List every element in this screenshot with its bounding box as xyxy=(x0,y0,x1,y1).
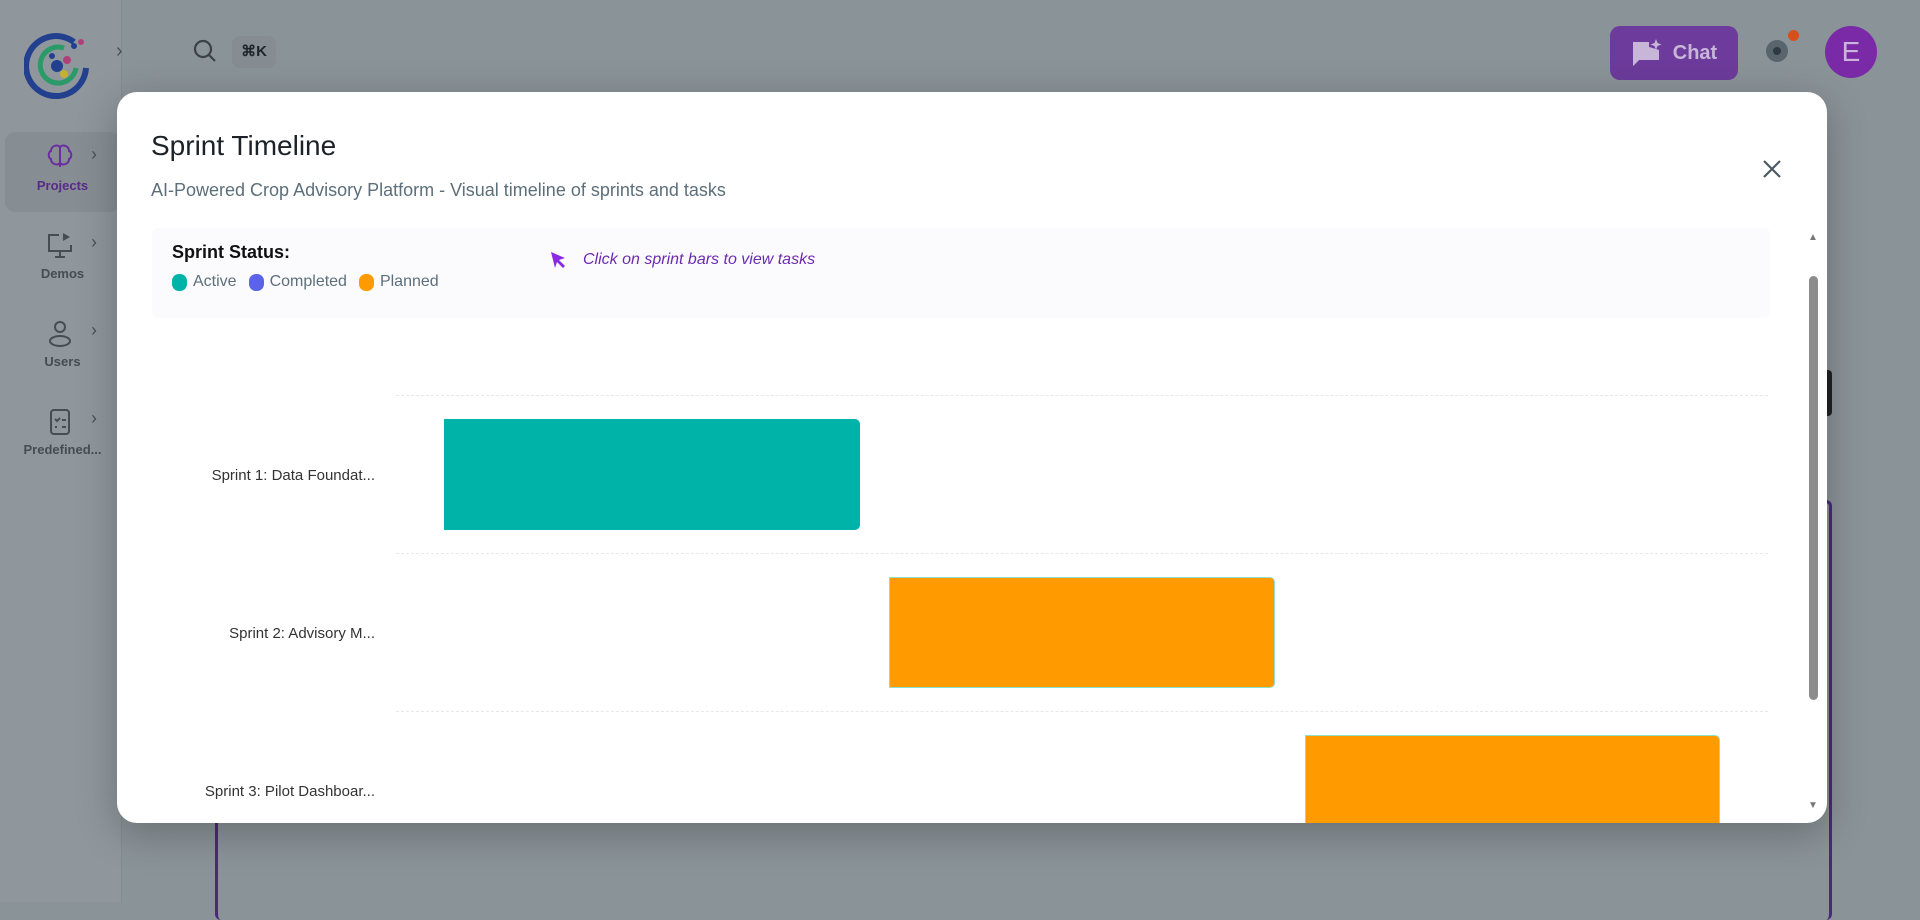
sidebar-item-label: Predefined... xyxy=(23,442,102,457)
gear-icon[interactable] xyxy=(1760,34,1794,68)
chat-sparkle-icon xyxy=(1632,39,1662,66)
sidebar-expand-chevron-icon[interactable]: › xyxy=(116,40,123,62)
legend-item-planned: Planned xyxy=(358,273,439,291)
sprint-label: Sprint 1: Data Foundat... xyxy=(211,467,375,484)
chat-button[interactable]: Chat xyxy=(1610,26,1738,80)
chevron-right-icon: › xyxy=(91,320,97,340)
sidebar: › › Projects › Demos › Users › Predefine… xyxy=(0,0,123,902)
close-icon[interactable] xyxy=(1757,154,1787,184)
gridline xyxy=(396,395,1768,396)
gridline xyxy=(396,553,1768,554)
sidebar-item-predefined[interactable]: › Predefined... xyxy=(5,396,120,476)
search-shortcut-badge[interactable]: ⌘K xyxy=(232,36,276,68)
sidebar-item-label: Users xyxy=(44,354,81,369)
sidebar-item-users[interactable]: › Users xyxy=(5,308,120,388)
sidebar-item-label: Demos xyxy=(40,266,85,281)
modal-subtitle: AI-Powered Crop Advisory Platform - Visu… xyxy=(151,180,726,200)
notification-dot xyxy=(1788,30,1799,41)
legend-item-active: Active xyxy=(172,273,237,291)
search-icon[interactable] xyxy=(192,38,218,64)
sprint-label: Sprint 2: Advisory M... xyxy=(229,625,375,642)
gridline xyxy=(396,711,1768,712)
legend-title: Sprint Status: xyxy=(172,242,291,262)
legend-item-completed: Completed xyxy=(248,273,347,291)
cursor-pointer-icon xyxy=(551,252,565,268)
scroll-up-icon[interactable]: ▲ xyxy=(1808,232,1818,243)
sprint-bar[interactable] xyxy=(1305,735,1720,823)
sidebar-item-demos[interactable]: › Demos xyxy=(5,220,120,300)
brain-icon xyxy=(47,144,73,167)
sprint-status-legend: Sprint Status: Active Completed Planned … xyxy=(152,228,1770,318)
chat-button-label: Chat xyxy=(1672,41,1718,64)
scrollbar[interactable]: ▲ ▼ xyxy=(1806,228,1820,818)
sprint-label: Sprint 3: Pilot Dashboar... xyxy=(204,783,375,800)
sidebar-item-label: Projects xyxy=(36,178,89,193)
hint: Click on sprint bars to view tasks xyxy=(549,250,815,270)
sidebar-item-projects[interactable]: › Projects xyxy=(5,132,120,212)
avatar[interactable]: E xyxy=(1825,26,1877,78)
chevron-right-icon: › xyxy=(91,408,97,428)
clipboard-list-icon xyxy=(50,409,70,435)
sprint-bar[interactable] xyxy=(444,419,860,530)
chevron-right-icon: › xyxy=(91,144,97,164)
modal-title: Sprint Timeline xyxy=(151,130,337,161)
user-icon xyxy=(49,321,71,347)
sprint-timeline-modal: Sprint Timeline AI-Powered Crop Advisory… xyxy=(117,92,1827,823)
sprint-bar[interactable] xyxy=(889,577,1275,688)
chevron-right-icon: › xyxy=(91,232,97,252)
scroll-down-icon[interactable]: ▼ xyxy=(1808,800,1818,811)
scrollbar-thumb[interactable] xyxy=(1809,276,1818,700)
monitor-play-icon xyxy=(48,233,72,258)
app-logo[interactable] xyxy=(24,28,94,100)
hint-text: Click on sprint bars to view tasks xyxy=(583,251,816,268)
